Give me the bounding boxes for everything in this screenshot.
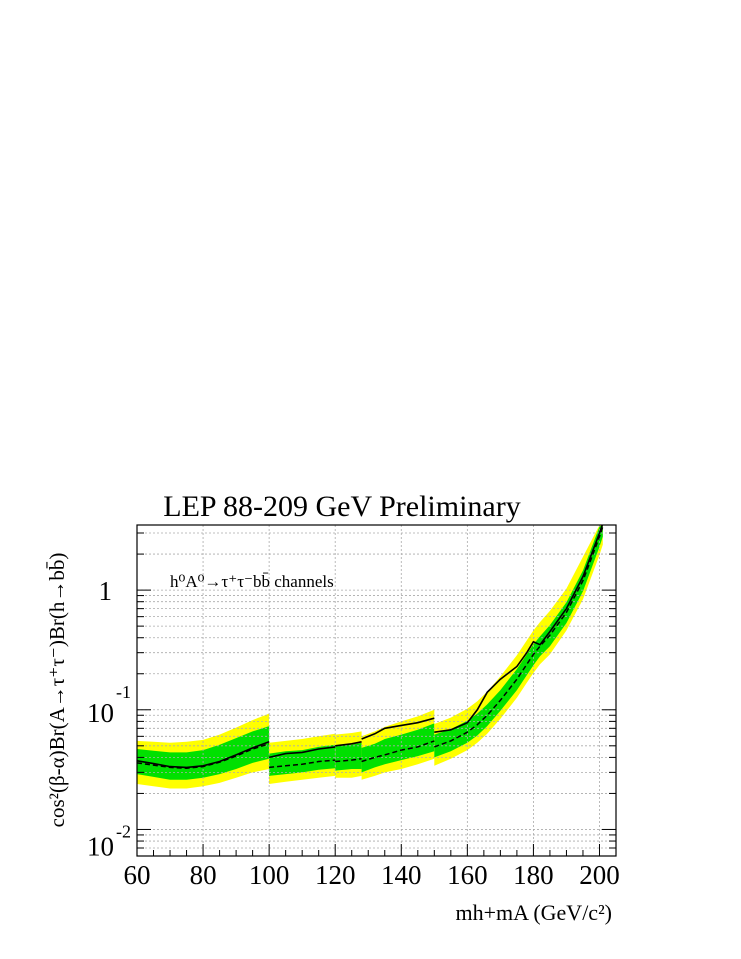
x-tick-100: 100 xyxy=(249,860,290,890)
x-tick-200: 200 xyxy=(579,860,620,890)
x-tick-180: 180 xyxy=(513,860,554,890)
y-tick-base--2: 10 xyxy=(87,831,114,861)
x-tick-60: 60 xyxy=(124,860,151,890)
y-axis-label: cos²(β-α)Br(A→τ⁺τ⁻)Br(h→bb̄) xyxy=(45,553,69,828)
y-tick-exp--1: -1 xyxy=(116,682,131,702)
bands-layer xyxy=(137,525,603,789)
x-axis-label: mh+mA (GeV/c²) xyxy=(456,900,612,925)
x-tick-labels: 60 80 100 120 140 160 180 200 xyxy=(124,860,620,890)
x-tick-160: 160 xyxy=(447,860,488,890)
observed-line-seg-5 xyxy=(434,524,603,733)
channel-annotation: h⁰A⁰→τ⁺τ⁻bb̄ channels xyxy=(170,572,334,591)
chart-title: LEP 88-209 GeV Preliminary xyxy=(163,490,520,523)
y-tick-exp--2: -2 xyxy=(116,821,131,841)
y-tick-1: 1 xyxy=(99,576,113,606)
y-tick-base--1: 10 xyxy=(87,698,114,728)
x-tick-120: 120 xyxy=(315,860,356,890)
y-tick-labels: 10 -210-11 xyxy=(87,576,131,861)
x-tick-140: 140 xyxy=(381,860,422,890)
exclusion-chart: LEP 88-209 GeV Preliminary 60 80 100 120 140… xyxy=(0,0,741,959)
x-tick-80: 80 xyxy=(190,860,217,890)
band-1sigma-seg-3 xyxy=(335,743,361,771)
